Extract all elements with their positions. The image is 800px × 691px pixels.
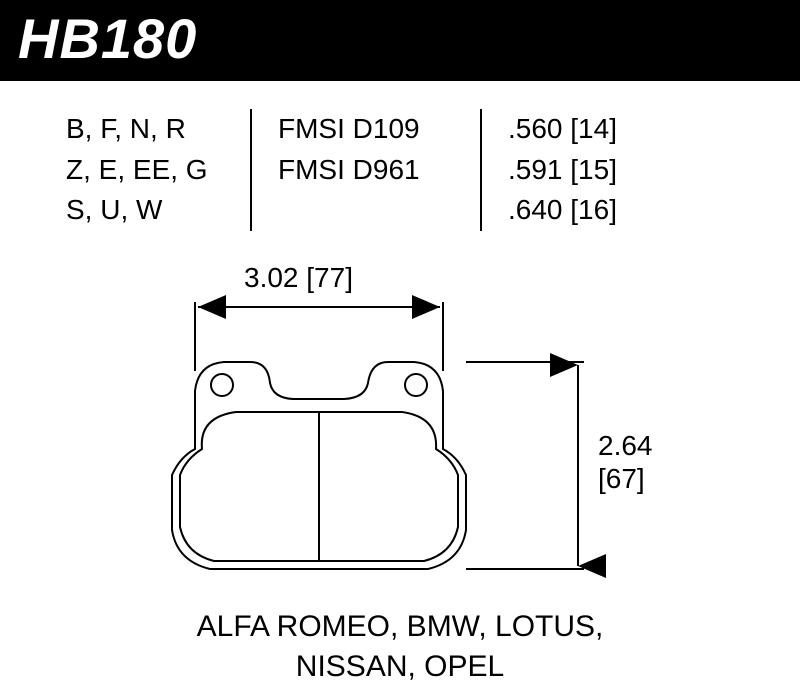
- brands-list: ALFA ROMEO, BMW, LOTUS, NISSAN, OPEL: [0, 607, 800, 688]
- compound-row: S, U, W: [66, 190, 224, 231]
- fmsi-row: FMSI D961: [278, 150, 454, 191]
- compound-row: Z, E, EE, G: [66, 150, 224, 191]
- height-dimension-line1: 2.64: [598, 430, 653, 461]
- bolt-hole-left: [211, 374, 233, 396]
- fmsi-column: FMSI D109 FMSI D961: [250, 109, 480, 231]
- height-dimension-line2: [67]: [598, 463, 645, 494]
- spec-table: B, F, N, R Z, E, EE, G S, U, W FMSI D109…: [0, 109, 800, 231]
- brands-line: ALFA ROMEO, BMW, LOTUS,: [0, 607, 800, 648]
- compound-row: B, F, N, R: [66, 109, 224, 150]
- header-bar: HB180: [0, 0, 800, 81]
- part-number: HB180: [18, 7, 197, 70]
- bolt-hole-right: [405, 374, 427, 396]
- thickness-row: .591 [15]: [508, 150, 617, 191]
- brands-line: NISSAN, OPEL: [0, 647, 800, 688]
- fmsi-row: FMSI D109: [278, 109, 454, 150]
- compound-codes-column: B, F, N, R Z, E, EE, G S, U, W: [40, 109, 250, 231]
- thickness-row: .560 [14]: [508, 109, 617, 150]
- thickness-row: .640 [16]: [508, 190, 617, 231]
- width-dimension-label: 3.02 [77]: [244, 261, 353, 295]
- diagram-area: 3.02 [77] 2.64 [67]: [0, 257, 800, 597]
- brake-pad-diagram: [0, 257, 800, 597]
- thickness-column: .560 [14] .591 [15] .640 [16]: [480, 109, 617, 231]
